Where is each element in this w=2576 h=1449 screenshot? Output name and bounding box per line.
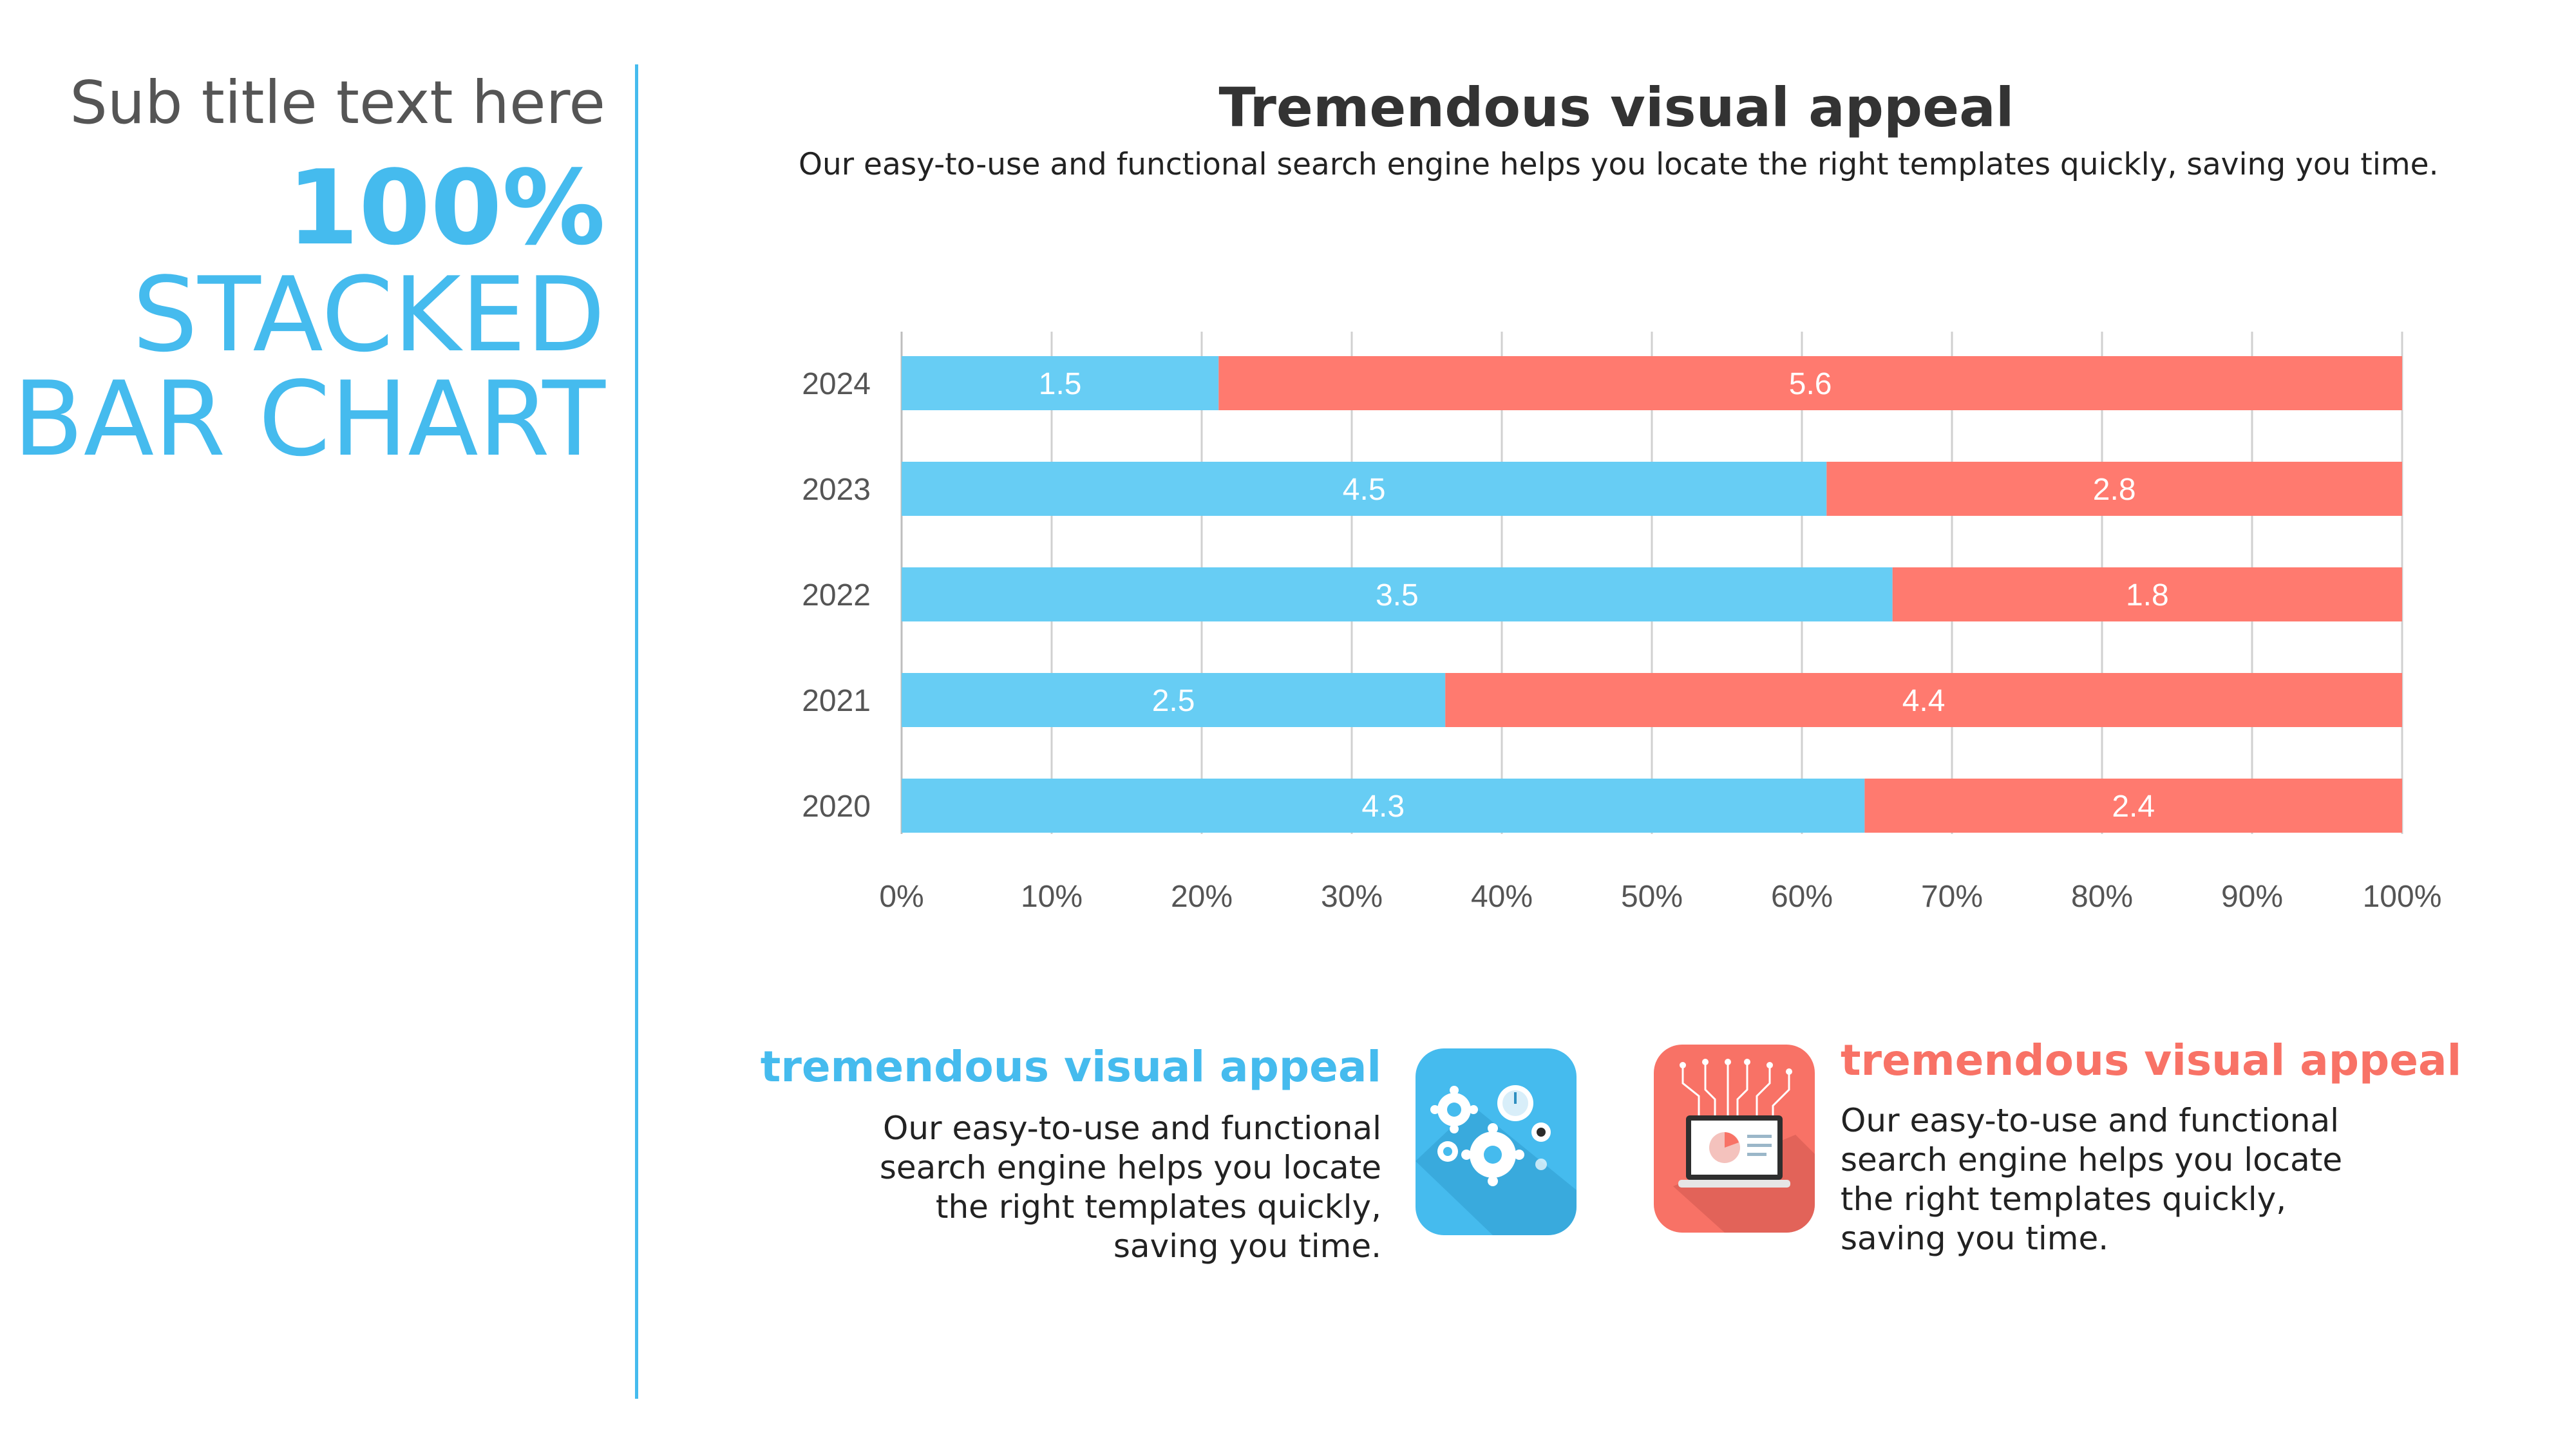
y-tick-label: 2022 — [802, 578, 871, 612]
bar-2020-series-1 — [902, 779, 1865, 833]
highlight-percent: 100% — [287, 147, 605, 268]
x-tick-label: 100% — [2363, 880, 2442, 914]
chart-bars: 1.5 5.6 4.5 2.8 3.5 1.8 2.5 4.4 4.3 2.4 — [902, 356, 2402, 833]
bar-2023-series-2 — [1826, 462, 2402, 516]
title-line-2: BAR CHART — [13, 359, 605, 479]
bar-2023-series-1 — [902, 462, 1827, 516]
bar-2024-series-2 — [1218, 356, 2402, 410]
chart-title: Tremendous visual appeal — [1218, 76, 2014, 139]
bar-value-label: 2.8 — [2093, 473, 2136, 507]
x-tick-label: 30% — [1321, 880, 1383, 914]
sub-title: Sub title text here — [70, 68, 605, 137]
x-tick-label: 90% — [2221, 880, 2283, 914]
card-2-title: tremendous visual appeal — [1841, 1036, 2462, 1085]
laptop-circuit-icon — [1654, 1045, 1815, 1233]
x-tick-label: 80% — [2071, 880, 2133, 914]
bar-value-label: 4.4 — [1902, 684, 1946, 718]
vertical-divider — [635, 64, 638, 1399]
bar-2022-series-2 — [1892, 567, 2402, 621]
card-1-title: tremendous visual appeal — [760, 1042, 1381, 1092]
bar-value-label: 4.3 — [1361, 790, 1405, 824]
bar-value-label: 3.5 — [1376, 578, 1419, 612]
x-axis-labels: 0% 10% 20% 30% 40% 50% 60% 70% 80% 90% 100% — [879, 880, 2441, 914]
bar-2022-series-1 — [902, 567, 1893, 621]
bar-value-label: 5.6 — [1789, 367, 1832, 401]
title-block: Sub title text here 100% STACKED BAR CHA… — [13, 64, 605, 471]
card-2-text: Our easy-to-use and functional search en… — [1841, 1102, 2343, 1257]
title-line-1: STACKED — [132, 254, 605, 375]
y-axis-labels: 2024 2023 2022 2021 2020 — [802, 367, 871, 824]
bar-2024-series-1 — [902, 356, 1219, 410]
chart-subtitle: Our easy-to-use and functional search en… — [799, 147, 2439, 182]
y-tick-label: 2023 — [802, 473, 871, 507]
bar-value-label: 1.5 — [1039, 367, 1082, 401]
x-tick-label: 50% — [1621, 880, 1683, 914]
x-tick-label: 20% — [1171, 880, 1233, 914]
bar-value-label: 2.5 — [1152, 684, 1195, 718]
x-tick-label: 60% — [1771, 880, 1833, 914]
bar-value-label: 2.4 — [2112, 790, 2155, 824]
gears-icon — [1416, 1048, 1577, 1235]
bar-2020-series-2 — [1864, 779, 2402, 833]
card-1-text: Our easy-to-use and functional search en… — [879, 1110, 1381, 1265]
x-tick-label: 40% — [1471, 880, 1533, 914]
stacked-bar-chart: 1.5 5.64.5 2.83.5 1.82.5 4.44.3 2.4 202420232… — [802, 332, 2441, 914]
y-tick-label: 2020 — [802, 790, 871, 824]
y-tick-label: 2021 — [802, 684, 871, 718]
x-tick-label: 70% — [1921, 880, 1983, 914]
bar-2021-series-1 — [902, 673, 1446, 727]
bar-2021-series-2 — [1445, 673, 2402, 727]
x-tick-label: 10% — [1021, 880, 1083, 914]
bar-value-label: 1.8 — [2126, 578, 2169, 612]
y-tick-label: 2024 — [802, 367, 871, 401]
x-tick-label: 0% — [879, 880, 923, 914]
bar-value-label: 4.5 — [1343, 473, 1386, 507]
